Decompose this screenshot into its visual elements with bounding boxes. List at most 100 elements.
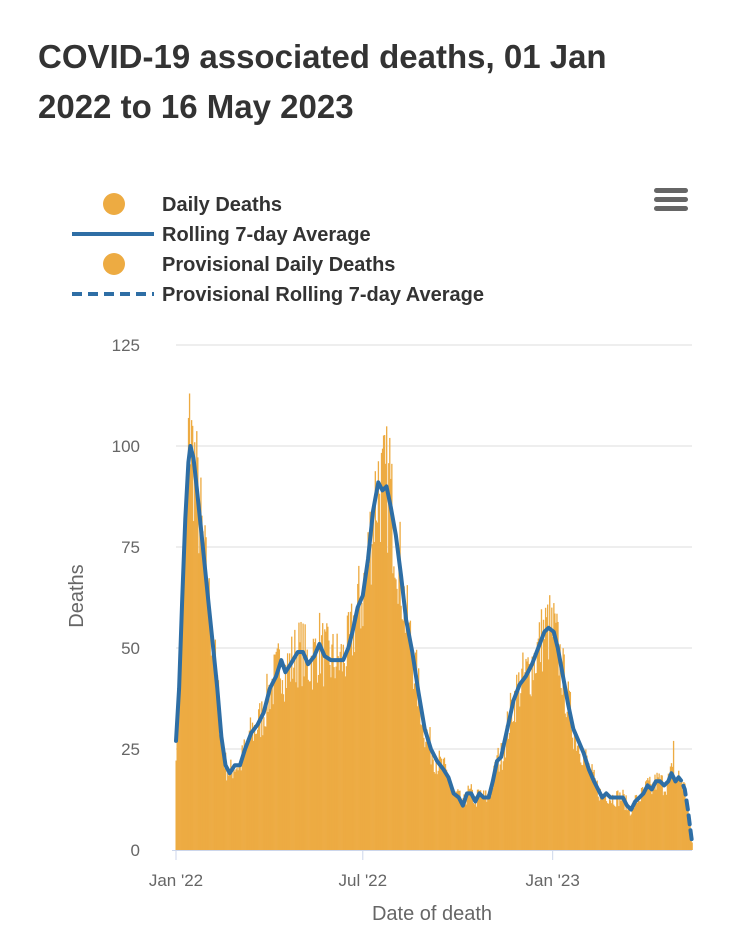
daily-deaths-bar [568, 690, 571, 850]
menu-bar [654, 206, 688, 211]
daily-deaths-bar [177, 716, 179, 850]
daily-deaths-bar [583, 748, 585, 850]
daily-deaths-bar [283, 701, 286, 850]
daily-deaths-bar [351, 655, 354, 850]
daily-deaths-bar [191, 425, 194, 850]
legend-item-daily-deaths[interactable]: Daily Deaths [103, 193, 282, 216]
legend-label-provisional-rolling-average: Provisional Rolling 7-day Average [162, 284, 484, 306]
daily-deaths-bar [205, 537, 207, 850]
daily-deaths-bar [580, 762, 582, 850]
daily-deaths-bar [181, 614, 184, 850]
daily-deaths-bar [344, 676, 347, 850]
daily-deaths-bar [551, 607, 553, 850]
daily-deaths-bar [610, 803, 613, 850]
daily-deaths-bar [226, 780, 228, 850]
daily-deaths-bar [439, 756, 442, 850]
daily-deaths-bar [310, 655, 313, 850]
daily-deaths-bar [269, 709, 271, 850]
daily-deaths-bar [264, 726, 266, 850]
daily-deaths-bar [622, 789, 624, 850]
chart-title-line-2: 2022 to 16 May 2023 [38, 88, 354, 125]
legend-item-rolling-average[interactable]: Rolling 7-day Average [72, 224, 371, 246]
daily-deaths-bar [246, 742, 249, 850]
daily-deaths-bar [210, 655, 212, 850]
daily-deaths-bar [209, 631, 211, 850]
daily-deaths-bar [409, 620, 412, 850]
hamburger-menu-icon[interactable] [652, 185, 690, 215]
daily-deaths-bar [627, 804, 629, 850]
daily-deaths-bar [499, 764, 501, 850]
legend-item-provisional-daily-deaths[interactable]: Provisional Daily Deaths [103, 253, 395, 276]
daily-deaths-bar [616, 791, 618, 850]
daily-deaths-bar [317, 674, 320, 850]
daily-deaths-bar [658, 773, 660, 850]
chart-title-line-1: COVID-19 associated deaths, 01 Jan [38, 38, 607, 75]
daily-deaths-bar [396, 588, 398, 850]
daily-deaths-bar [401, 619, 403, 850]
daily-deaths-bar [668, 775, 671, 850]
daily-deaths-bar [520, 693, 522, 850]
daily-deaths-bar [634, 795, 637, 850]
daily-deaths-bar [294, 629, 296, 850]
daily-deaths-bar [587, 765, 589, 850]
daily-deaths-bar [257, 729, 259, 850]
daily-deaths-bar [566, 711, 568, 850]
daily-deaths-bar [298, 622, 300, 850]
daily-deaths-bar [496, 755, 498, 850]
daily-deaths-bar [564, 713, 566, 850]
daily-deaths-bar [652, 782, 654, 850]
daily-deaths-bar [472, 803, 475, 850]
daily-deaths-bar [435, 761, 437, 850]
daily-deaths-bar [305, 654, 307, 850]
daily-deaths-bar [558, 675, 560, 850]
daily-deaths-bar [428, 743, 430, 850]
daily-deaths-bar [372, 505, 374, 850]
daily-deaths-bar [253, 725, 256, 850]
daily-deaths-bar [357, 583, 359, 850]
daily-deaths-bar [360, 628, 362, 850]
daily-deaths-bar [326, 623, 328, 850]
daily-deaths-bar [458, 790, 460, 850]
daily-deaths-bar [548, 659, 550, 850]
daily-deaths-bar [336, 633, 338, 850]
daily-deaths-bar [376, 522, 379, 850]
daily-deaths-bar [572, 749, 575, 850]
daily-deaths-bar [653, 789, 655, 850]
daily-deaths-bar [220, 734, 223, 850]
daily-deaths-bar [403, 586, 405, 850]
daily-deaths-bar [391, 463, 393, 850]
daily-deaths-bar [632, 801, 634, 850]
daily-deaths-bar [684, 783, 686, 850]
daily-deaths-bar [631, 803, 633, 850]
daily-deaths-bar [662, 795, 664, 850]
daily-deaths-bar [436, 774, 438, 850]
daily-deaths-bar [418, 668, 420, 850]
daily-deaths-bar [493, 765, 495, 850]
provisional-rolling-average-line [673, 775, 694, 844]
daily-deaths-bar [251, 722, 254, 850]
daily-deaths-bar [581, 764, 583, 850]
daily-deaths-bar [239, 761, 241, 850]
daily-deaths-bar [406, 585, 408, 850]
daily-deaths-bar [193, 521, 195, 850]
daily-deaths-bar [661, 775, 663, 850]
daily-deaths-bar [405, 623, 407, 850]
daily-deaths-bar [501, 769, 503, 850]
daily-deaths-bar [289, 653, 291, 850]
daily-deaths-bar [275, 651, 277, 850]
daily-deaths-bar [364, 578, 366, 850]
daily-deaths-bar [608, 799, 611, 850]
daily-deaths-bar [423, 737, 425, 850]
daily-deaths-bar [358, 565, 360, 850]
daily-deaths-bar [249, 717, 252, 850]
daily-deaths-bar [395, 579, 397, 850]
daily-deaths-bar [311, 689, 314, 850]
daily-deaths-bar [223, 768, 226, 850]
daily-deaths-bar [365, 567, 367, 850]
legend-item-provisional-rolling-average[interactable]: Provisional Rolling 7-day Average [72, 284, 484, 306]
daily-deaths-bar [517, 684, 519, 850]
daily-deaths-bar [522, 652, 524, 850]
daily-deaths-bar [208, 578, 210, 850]
daily-deaths-bar [603, 797, 606, 850]
daily-deaths-bar [589, 774, 591, 850]
